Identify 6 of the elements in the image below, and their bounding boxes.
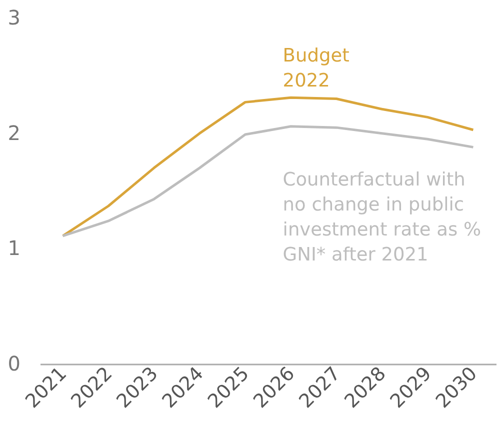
series-label: Counterfactual with no change in public investment rate as % GNI* after 2021 [282,169,482,266]
y-tick-label: 2 [8,120,20,145]
y-tick-label: 0 [8,352,20,376]
y-tick-label: 3 [8,6,20,30]
series-label: Budget 2022 [282,46,350,92]
y-tick-label: 1 [8,236,20,260]
